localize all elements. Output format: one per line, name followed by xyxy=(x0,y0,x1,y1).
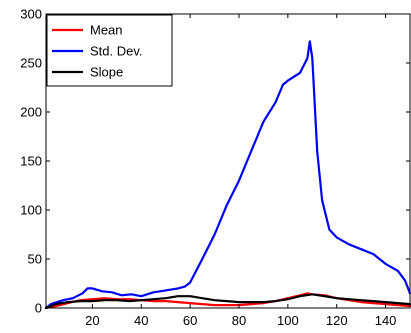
y-tick-label: 250 xyxy=(20,56,42,71)
y-tick-label: 200 xyxy=(20,105,42,120)
legend-label: Slope xyxy=(90,65,123,80)
legend-label: Std. Dev. xyxy=(90,44,143,59)
y-tick-label: 100 xyxy=(20,203,42,218)
legend: Mean Std. Dev. Slope xyxy=(46,14,173,87)
legend-label: Mean xyxy=(90,23,123,38)
series-line-1 xyxy=(44,40,411,310)
y-tick-label: 0 xyxy=(35,301,42,316)
x-tick-label: 120 xyxy=(326,313,348,328)
x-tick-label: 20 xyxy=(85,313,99,328)
x-tick-label: 80 xyxy=(232,313,246,328)
y-tick-label: 150 xyxy=(20,154,42,169)
x-tick-label: 60 xyxy=(183,313,197,328)
x-tick-label: 100 xyxy=(277,313,299,328)
series-line-2 xyxy=(44,293,411,310)
y-tick-label: 300 xyxy=(20,7,42,22)
x-tick-label: 40 xyxy=(134,313,148,328)
y-tick-label: 50 xyxy=(28,252,42,267)
series-layer xyxy=(44,40,411,310)
x-tick-label: 140 xyxy=(375,313,397,328)
y-axis: 0 50 100 150 200 250 300 xyxy=(20,7,410,316)
